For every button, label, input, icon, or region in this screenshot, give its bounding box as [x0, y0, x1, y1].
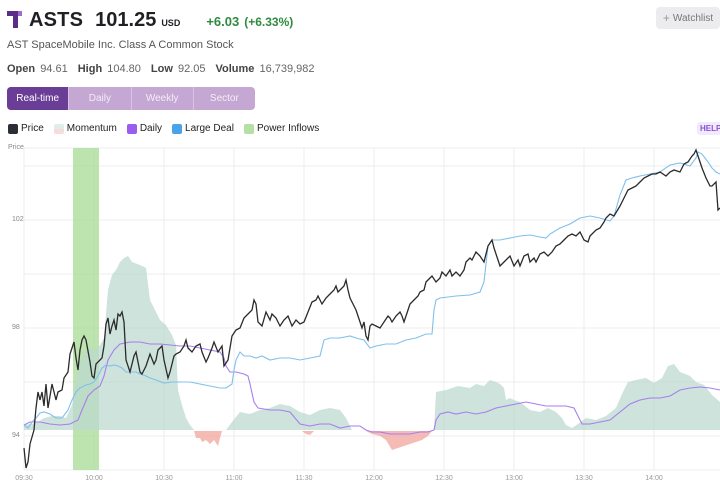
x-tick: 09:30 — [15, 475, 33, 482]
currency: USD — [161, 18, 181, 28]
momentum-positive-area — [24, 256, 194, 430]
stat-high: High 104.80 — [77, 63, 141, 75]
y-tick-94: 94 — [12, 432, 20, 439]
brand-logo-icon — [7, 11, 22, 28]
x-tick: 12:30 — [435, 475, 453, 482]
chart-legend: Price Momentum Daily Large Deal Power In… — [8, 123, 319, 134]
help-button[interactable]: HELP — [697, 122, 720, 135]
x-tick: 14:00 — [645, 475, 663, 482]
large-deal-swatch-icon — [172, 123, 183, 134]
x-tick: 10:30 — [155, 475, 173, 482]
x-tick: 11:30 — [295, 475, 313, 482]
daily-swatch-icon — [126, 123, 137, 134]
price-swatch-icon — [8, 123, 18, 134]
watchlist-label: Watchlist — [672, 12, 714, 24]
legend-large-deal[interactable]: Large Deal — [172, 123, 234, 134]
price-change-percent: (+6.33%) — [244, 15, 294, 29]
y-tick-98: 98 — [12, 324, 20, 331]
quote-header: ASTS 101.25 USD +6.03 (+6.33%) — [6, 6, 294, 31]
momentum-swatch-icon — [53, 123, 64, 134]
stat-low: Low 92.05 — [150, 63, 206, 75]
company-name: AST SpaceMobile Inc. Class A Common Stoc… — [7, 39, 234, 51]
stat-open: Open 94.61 — [7, 63, 68, 75]
momentum-negative-area — [302, 431, 314, 435]
momentum-negative-area — [194, 431, 222, 446]
y-tick-102: 102 — [12, 216, 24, 223]
price-line — [23, 148, 720, 469]
chart-range-tabs: Real-time Daily Weekly Sector — [7, 87, 255, 110]
legend-momentum[interactable]: Momentum — [53, 123, 117, 134]
daily-line — [23, 341, 720, 435]
tab-real-time[interactable]: Real-time — [7, 87, 70, 110]
x-tick: 12:00 — [365, 475, 383, 482]
y-axis-title: Price — [8, 144, 24, 151]
plus-icon: + — [662, 11, 670, 25]
tab-weekly[interactable]: Weekly — [132, 87, 194, 110]
x-tick: 13:30 — [575, 475, 593, 482]
price-flow-chart[interactable] — [0, 140, 720, 480]
add-to-watchlist-button[interactable]: + Watchlist — [656, 7, 720, 29]
ticker-symbol: ASTS — [29, 9, 84, 31]
x-tick: 11:00 — [225, 475, 243, 482]
legend-daily[interactable]: Daily — [126, 123, 162, 134]
momentum-positive-area — [434, 364, 720, 430]
price-change: +6.03 — [206, 14, 240, 29]
last-price: 101.25 — [95, 9, 157, 31]
x-tick: 10:00 — [85, 475, 103, 482]
legend-power-inflows[interactable]: Power Inflows — [243, 123, 319, 134]
tab-daily[interactable]: Daily — [69, 87, 132, 110]
momentum-positive-area — [226, 404, 352, 430]
tab-sector[interactable]: Sector — [209, 93, 239, 104]
momentum-negative-area — [366, 431, 432, 450]
power-inflows-swatch-icon — [243, 123, 254, 134]
x-tick: 13:00 — [505, 475, 523, 482]
stat-volume: Volume 16,739,982 — [215, 63, 315, 75]
legend-price[interactable]: Price — [8, 123, 44, 134]
quote-stats: Open 94.61 High 104.80 Low 92.05 Volume … — [7, 63, 315, 75]
